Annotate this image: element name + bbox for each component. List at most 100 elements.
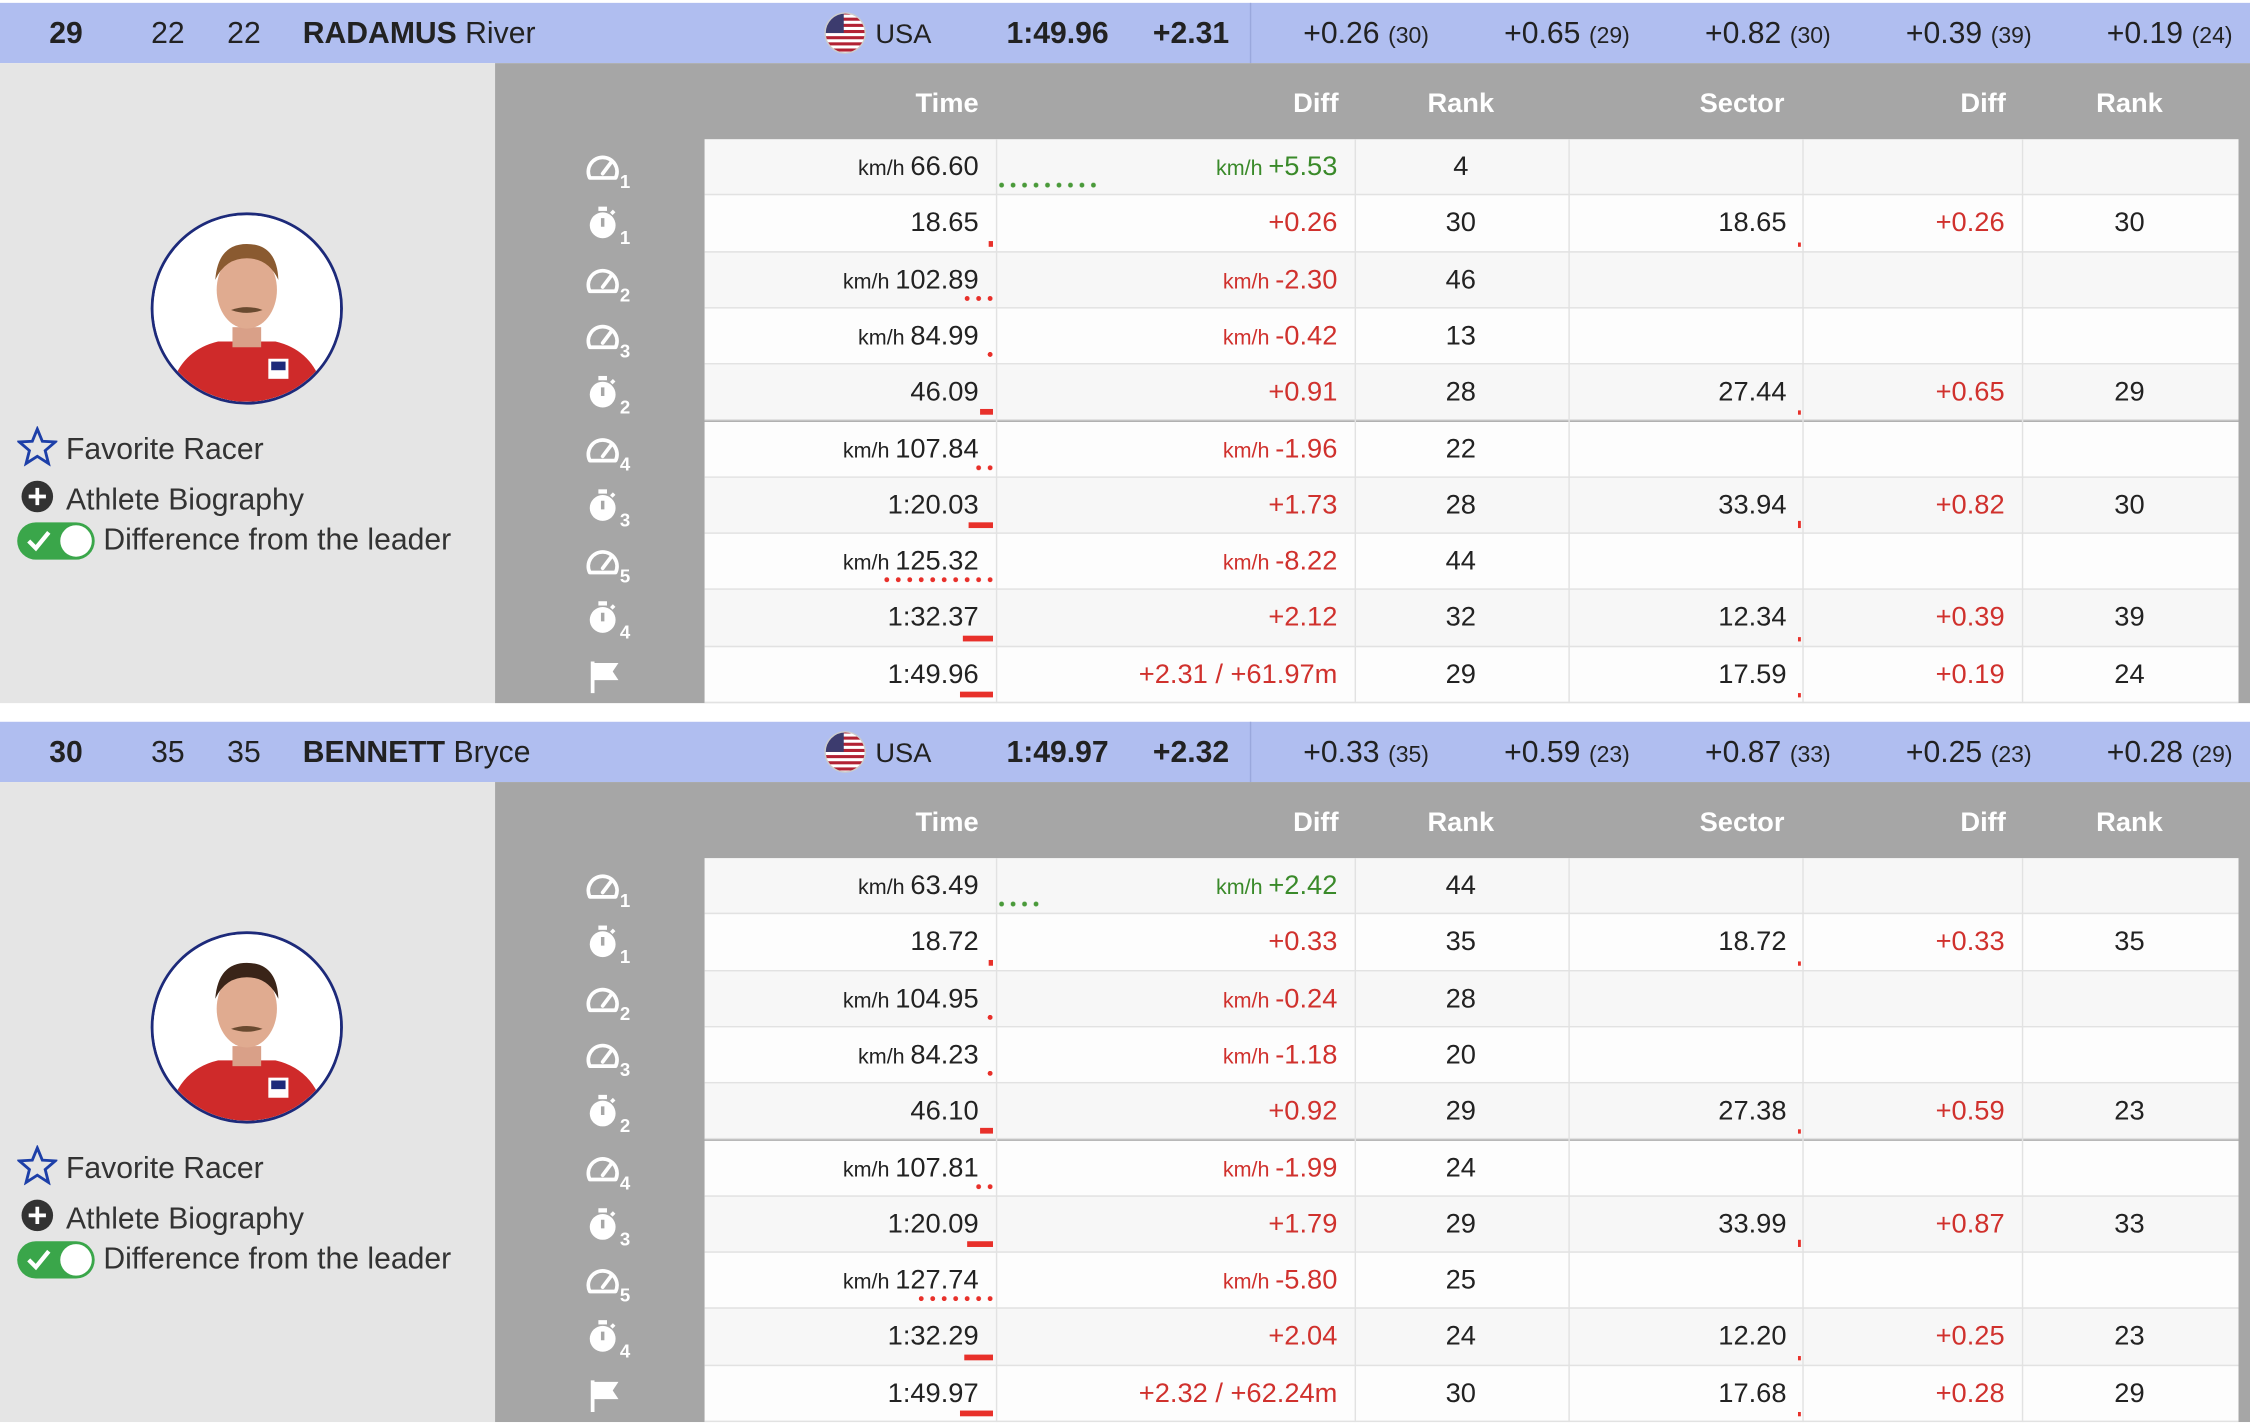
- diff-value: +2.12: [1268, 603, 1338, 634]
- finish-flag-icon: [584, 1376, 641, 1416]
- speed-loss-indicator: [915, 1296, 996, 1303]
- sector-diff-cell: +0.25: [1935, 1322, 2005, 1353]
- unit: km/h: [1222, 438, 1270, 463]
- split-row: 2 46.09 +0.91 28 27.44 +0.65 29: [589, 364, 2239, 422]
- diff-cell: +0.33: [1268, 927, 1337, 959]
- favorite-racer-button[interactable]: Favorite Racer: [15, 425, 264, 475]
- speedometer-icon: 5: [584, 1263, 641, 1306]
- svg-text:2: 2: [620, 284, 630, 302]
- diff-cell: +2.04: [1268, 1322, 1337, 1354]
- split-row: 2 46.10 +0.92 29 27.38 +0.59 23: [589, 1083, 2239, 1141]
- split-summary: +0.39 (39): [1906, 17, 2032, 51]
- unit: km/h: [1222, 988, 1270, 1013]
- favorite-label: Favorite Racer: [66, 433, 264, 467]
- svg-text:2: 2: [620, 1003, 630, 1021]
- diff-cell: +0.26: [1268, 208, 1337, 240]
- time-loss-bar: [959, 1410, 993, 1417]
- rank-cell: 30: [1445, 208, 1476, 239]
- athlete-header-row[interactable]: 29 22 22 RADAMUS River USA 1:49.96 +2.31…: [0, 2, 2250, 64]
- svg-text:4: 4: [620, 1172, 631, 1190]
- stopwatch-icon: 3: [584, 488, 641, 530]
- sector-rank-cell: 24: [2114, 659, 2145, 690]
- split-summary: +0.26 (30): [1303, 17, 1429, 51]
- difference-toggle[interactable]: [17, 1241, 95, 1279]
- sector-cell: 33.99: [1718, 1209, 1787, 1240]
- unit: km/h: [1222, 269, 1270, 294]
- diff-cell: +2.32 / +62.24m: [1139, 1379, 1338, 1411]
- svg-text:4: 4: [620, 622, 631, 640]
- unit: km/h: [1215, 156, 1263, 181]
- sector-loss-bar: [1797, 1355, 1801, 1360]
- time-cell: 1:49.96: [888, 660, 979, 692]
- divider: [995, 858, 998, 1423]
- rank-cell: 30: [1445, 1378, 1476, 1409]
- split-row: 4 km/h 107.81 km/h -1.99 24: [586, 1140, 2239, 1197]
- start-number: 22: [227, 17, 261, 51]
- diff-value: +2.04: [1268, 1322, 1338, 1353]
- athlete-biography-button[interactable]: Athlete Biography: [17, 1195, 304, 1244]
- svg-text:5: 5: [620, 1285, 630, 1303]
- time-value: 46.10: [910, 1096, 979, 1127]
- time-cell: km/h 66.60: [858, 152, 979, 184]
- split-row: 5 km/h 125.32 km/h -8.22 44: [586, 533, 2239, 591]
- favorite-racer-button[interactable]: Favorite Racer: [15, 1144, 264, 1194]
- sector-loss-bar: [1797, 241, 1801, 247]
- unit: km/h: [842, 1157, 890, 1182]
- rank-cell: 29: [1445, 1096, 1476, 1127]
- unit: km/h: [842, 438, 890, 463]
- time-cell: 1:32.29: [888, 1322, 979, 1354]
- svg-text:4: 4: [620, 453, 631, 471]
- athlete-header-row[interactable]: 30 35 35 BENNETT Bryce USA 1:49.97 +2.32…: [0, 721, 2250, 783]
- diff-cell: km/h -1.99: [1223, 1153, 1338, 1185]
- column-header-diff: Diff: [1293, 807, 1339, 839]
- column-header-sector-rank: Rank: [2096, 807, 2163, 839]
- rank-cell: 4: [1453, 152, 1469, 183]
- split-summary: +0.59 (23): [1504, 736, 1630, 770]
- svg-text:3: 3: [620, 1228, 630, 1246]
- unit: km/h: [1222, 551, 1270, 576]
- sector-loss-bar: [1797, 409, 1801, 416]
- time-cell: km/h 107.84: [843, 434, 979, 466]
- column-header-rank: Rank: [1427, 88, 1495, 120]
- time-cell: km/h 84.23: [858, 1040, 979, 1072]
- diff-value: -1.99: [1275, 1152, 1338, 1184]
- rank-cell: 44: [1445, 871, 1476, 902]
- split-summary: +0.65 (29): [1504, 17, 1630, 51]
- athlete-name[interactable]: BENNETT Bryce: [303, 736, 531, 770]
- divider: [1354, 858, 1357, 1423]
- split-summary: +0.33 (35): [1303, 736, 1429, 770]
- split-summary: +0.82 (30): [1705, 17, 1831, 51]
- biography-label: Athlete Biography: [66, 1202, 304, 1236]
- athlete-biography-button[interactable]: Athlete Biography: [17, 476, 304, 525]
- unit: km/h: [1222, 325, 1270, 350]
- diff-value: +2.32 / +62.24m: [1138, 1378, 1338, 1409]
- split-rank: (29): [1588, 24, 1630, 49]
- diff-value: +2.31 / +61.97m: [1138, 659, 1338, 690]
- sector-rank-cell: 33: [2114, 1209, 2145, 1240]
- split-row: 4 1:32.29 +2.04 24 12.20 +0.25 23: [589, 1309, 2239, 1366]
- difference-toggle[interactable]: [17, 522, 95, 560]
- athlete-result: 30 35 35 BENNETT Bryce USA 1:49.97 +2.32…: [0, 721, 2250, 1423]
- time-cell: 1:32.37: [888, 603, 979, 635]
- rank-cell: 29: [1445, 1209, 1476, 1240]
- athlete-name[interactable]: RADAMUS River: [303, 17, 536, 51]
- sector-loss-bar: [1797, 1411, 1801, 1417]
- split-diff: +0.26: [1303, 17, 1380, 51]
- time-value: 63.49: [910, 871, 979, 902]
- speedometer-icon: 3: [584, 318, 641, 361]
- split-diff: +0.87: [1705, 736, 1782, 770]
- total-diff: +2.32: [1152, 736, 1230, 770]
- diff-cell: km/h -0.24: [1223, 984, 1338, 1016]
- time-cell: km/h 84.99: [858, 321, 979, 353]
- difference-toggle-row[interactable]: Difference from the leader: [17, 522, 451, 560]
- time-value: 104.95: [895, 983, 979, 1014]
- sector-diff-cell: +0.39: [1935, 603, 2005, 634]
- check-icon: [27, 531, 51, 552]
- split-diff: +0.82: [1705, 17, 1782, 51]
- stopwatch-icon: 1: [584, 925, 641, 967]
- difference-toggle-row[interactable]: Difference from the leader: [17, 1241, 451, 1279]
- sector-rank-cell: 23: [2114, 1096, 2145, 1127]
- time-value: 18.65: [910, 208, 979, 239]
- time-value: 84.23: [910, 1040, 979, 1071]
- diff-cell: km/h -8.22: [1223, 547, 1338, 579]
